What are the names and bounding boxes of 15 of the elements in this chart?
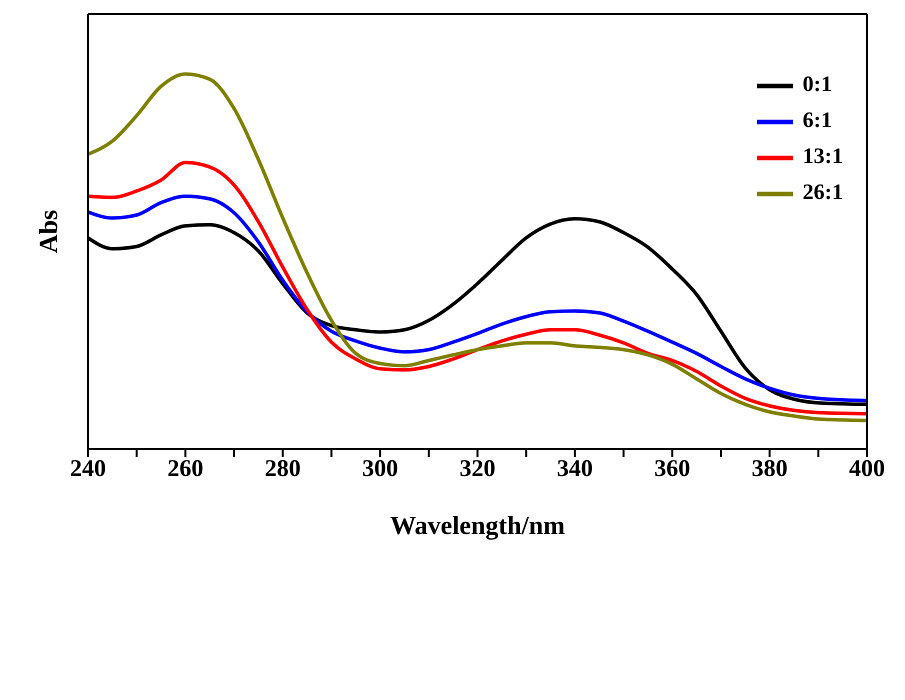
x-tick-label: 400 <box>849 456 885 482</box>
x-tick-label: 280 <box>264 456 301 482</box>
x-tick-label: 300 <box>362 456 398 482</box>
legend-label: 13:1 <box>802 143 843 168</box>
x-tick-label: 320 <box>460 456 496 482</box>
legend-label: 6:1 <box>802 107 832 132</box>
x-axis-title: Wavelength/nm <box>390 511 566 540</box>
y-axis-title: Abs <box>34 210 64 254</box>
legend-label: 0:1 <box>802 71 832 96</box>
legend-label: 26:1 <box>802 179 843 204</box>
x-tick-label: 340 <box>556 456 593 482</box>
x-tick-label: 380 <box>752 456 788 482</box>
x-tick-label: 260 <box>167 456 204 482</box>
x-tick-label: 360 <box>654 456 690 482</box>
x-tick-label: 240 <box>70 456 106 482</box>
